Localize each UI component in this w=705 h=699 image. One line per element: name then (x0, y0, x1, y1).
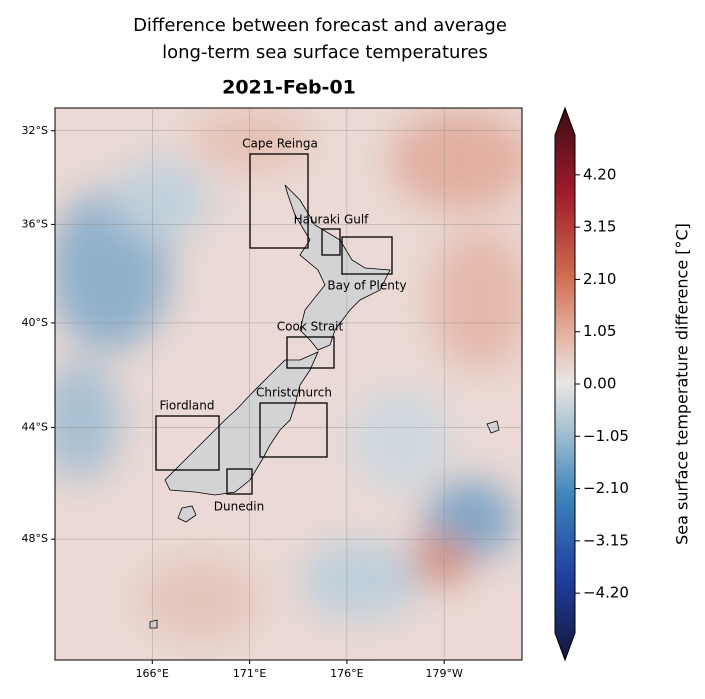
colorbar-tick-label: −4.20 (583, 584, 629, 602)
sst-field (55, 108, 522, 660)
region-label: Hauraki Gulf (294, 213, 370, 227)
colorbar-label: Sea surface temperature difference [°C] (673, 223, 692, 545)
lat-tick-label: 40°S (22, 316, 48, 329)
colorbar-tick-label: 0.00 (583, 375, 616, 393)
colorbar-tick-label: −2.10 (583, 479, 629, 497)
region-label: Bay of Plenty (327, 279, 406, 293)
lat-tick-label: 48°S (22, 532, 48, 545)
land (284, 184, 391, 351)
colorbar-tick-label: −3.15 (583, 531, 629, 549)
region-label: Dunedin (214, 500, 264, 514)
colorbar-tick-label: 4.20 (583, 165, 616, 183)
region-box (259, 402, 328, 458)
land (486, 420, 500, 434)
colorbar-tick-label: 3.15 (583, 218, 616, 236)
region-label: Cook Strait (277, 320, 344, 334)
region-label: Cape Reinga (242, 137, 318, 151)
region-box (226, 468, 253, 495)
land (177, 505, 197, 523)
region-label: Fiordland (160, 399, 215, 413)
colorbar-tick-label: −1.05 (583, 427, 629, 445)
lon-tick-label: 179°W (425, 667, 462, 680)
region-box (286, 336, 335, 369)
region-box (341, 236, 393, 275)
lon-tick-label: 171°E (233, 667, 266, 680)
lat-tick-label: 44°S (22, 420, 48, 433)
subtitle: 2021-Feb-01 (222, 77, 356, 99)
lat-tick-label: 36°S (22, 217, 48, 230)
land (149, 619, 158, 629)
colorbar-tick-label: 1.05 (583, 322, 616, 340)
lat-tick-label: 32°S (22, 124, 48, 137)
region-box (155, 415, 220, 471)
lon-tick-label: 176°E (330, 667, 363, 680)
region-label: Christchurch (256, 386, 332, 400)
title-line: Difference between forecast and average (133, 15, 507, 36)
map-frame (54, 107, 523, 661)
title-line: long-term sea surface temperatures (162, 42, 488, 63)
colorbar (554, 106, 576, 662)
region-box (249, 153, 309, 249)
lon-tick-label: 166°E (136, 667, 169, 680)
region-box (321, 228, 341, 256)
land (164, 351, 319, 496)
colorbar-tick-label: 2.10 (583, 270, 616, 288)
